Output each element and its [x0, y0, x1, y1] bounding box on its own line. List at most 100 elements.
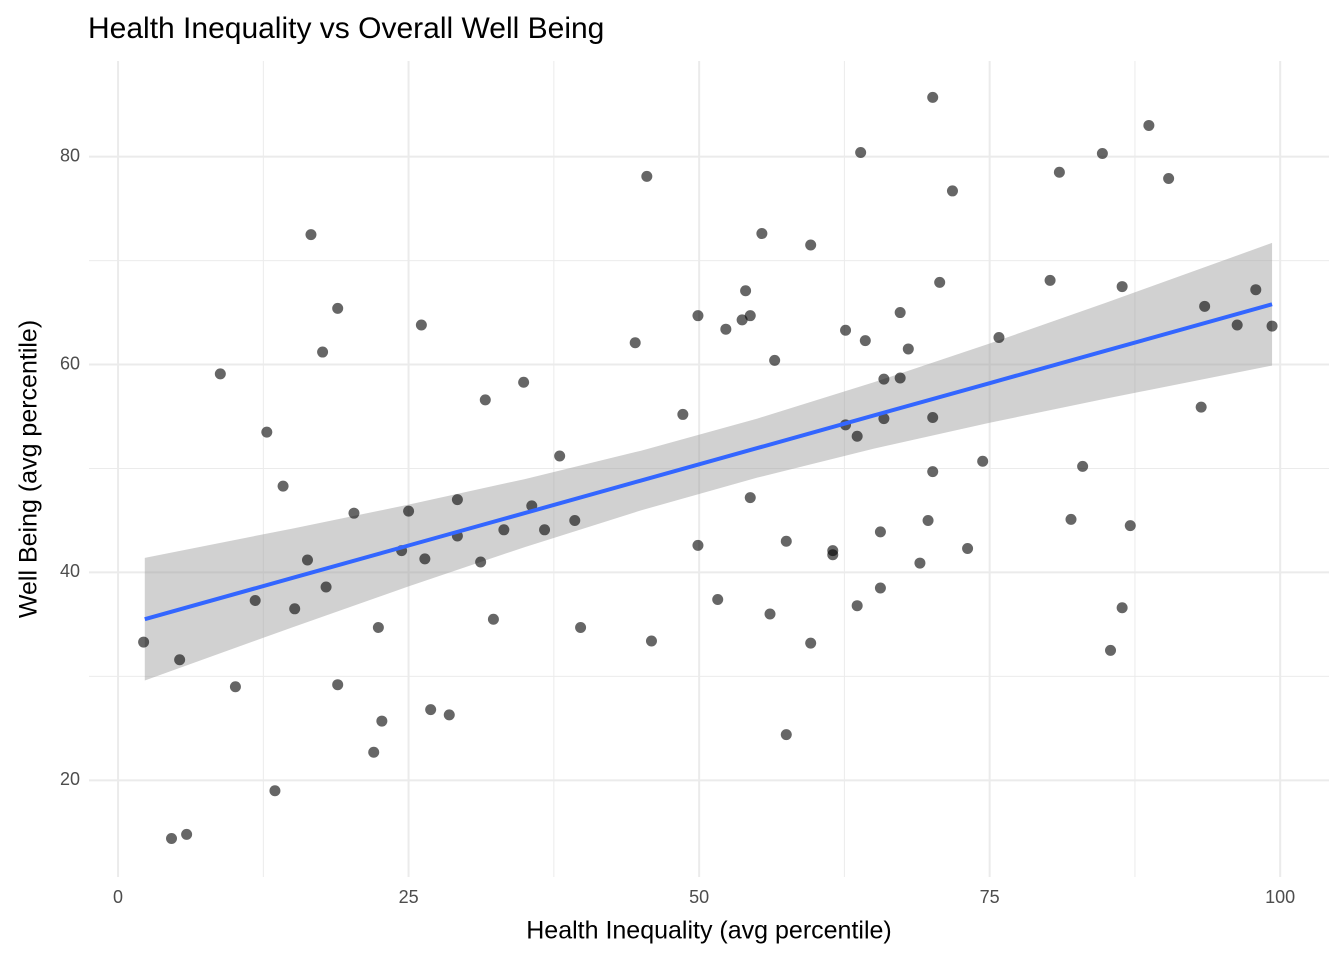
point	[1195, 401, 1207, 413]
point	[805, 637, 817, 649]
point	[859, 335, 871, 347]
point	[641, 170, 653, 182]
point	[1116, 281, 1128, 293]
point	[269, 785, 281, 797]
point	[946, 185, 958, 197]
point	[927, 412, 939, 424]
point	[569, 514, 581, 526]
point	[443, 709, 455, 721]
point	[977, 455, 989, 467]
point	[320, 581, 332, 593]
point	[1044, 274, 1056, 286]
point	[332, 302, 344, 314]
point	[805, 239, 817, 251]
point	[894, 372, 906, 384]
point	[277, 480, 289, 492]
point	[677, 408, 689, 420]
point	[305, 229, 317, 241]
x-tick-label: 75	[980, 887, 1000, 907]
point	[1231, 319, 1243, 331]
point	[415, 319, 427, 331]
point	[348, 507, 360, 519]
point	[1250, 284, 1262, 296]
point	[317, 346, 329, 358]
point	[692, 310, 704, 322]
y-tick-label: 40	[60, 561, 80, 581]
point	[575, 622, 587, 634]
x-tick-label: 25	[399, 887, 419, 907]
point	[539, 524, 551, 536]
point	[874, 582, 886, 594]
point	[301, 554, 313, 566]
y-axis-title: Well Being (avg percentile)	[15, 320, 43, 618]
x-axis-title: Health Inequality (avg percentile)	[526, 917, 891, 945]
point	[372, 622, 384, 634]
point	[927, 466, 939, 478]
point	[914, 557, 926, 569]
point	[927, 91, 939, 103]
point	[764, 608, 776, 620]
chart-title: Health Inequality vs Overall Well Being	[88, 12, 604, 45]
point	[692, 539, 704, 551]
point	[1266, 320, 1278, 332]
point	[368, 746, 380, 758]
point	[1143, 119, 1155, 131]
point	[922, 514, 934, 526]
point	[475, 556, 487, 568]
point	[902, 343, 914, 355]
point	[451, 494, 463, 506]
point	[138, 636, 150, 648]
y-tick-label: 20	[60, 769, 80, 789]
point	[261, 426, 273, 438]
point	[894, 307, 906, 319]
point	[419, 553, 431, 565]
x-tick-label: 0	[113, 887, 123, 907]
point	[289, 603, 301, 615]
point	[403, 505, 415, 517]
point	[645, 635, 657, 647]
point	[487, 613, 499, 625]
x-tick-label: 50	[689, 887, 709, 907]
point	[249, 594, 261, 606]
point	[166, 833, 178, 845]
point	[874, 526, 886, 538]
point	[744, 492, 756, 504]
point	[1124, 520, 1136, 532]
point	[878, 413, 890, 425]
point	[1199, 300, 1211, 312]
trend-line	[144, 302, 1273, 622]
point	[720, 323, 732, 335]
point	[993, 332, 1005, 344]
point	[780, 535, 792, 547]
point	[840, 324, 852, 336]
point	[1077, 460, 1089, 472]
point	[479, 394, 491, 406]
point	[962, 543, 974, 555]
point	[376, 715, 388, 727]
point	[214, 368, 226, 380]
point	[518, 376, 530, 388]
point	[1116, 602, 1128, 614]
point	[851, 430, 863, 442]
point	[1163, 172, 1175, 184]
point	[744, 310, 756, 322]
point	[934, 276, 946, 288]
point	[851, 600, 863, 612]
point	[174, 654, 186, 666]
point	[756, 228, 768, 240]
point	[769, 354, 781, 366]
point	[1096, 148, 1108, 160]
point	[554, 450, 566, 462]
point	[332, 679, 344, 691]
point	[740, 285, 752, 297]
y-tick-label: 60	[60, 353, 80, 373]
y-tick-label: 80	[60, 145, 80, 165]
point	[1053, 166, 1065, 178]
point	[855, 146, 867, 158]
point	[629, 337, 641, 349]
point	[736, 314, 748, 326]
point	[181, 828, 193, 840]
point	[425, 704, 437, 716]
point	[712, 593, 724, 605]
